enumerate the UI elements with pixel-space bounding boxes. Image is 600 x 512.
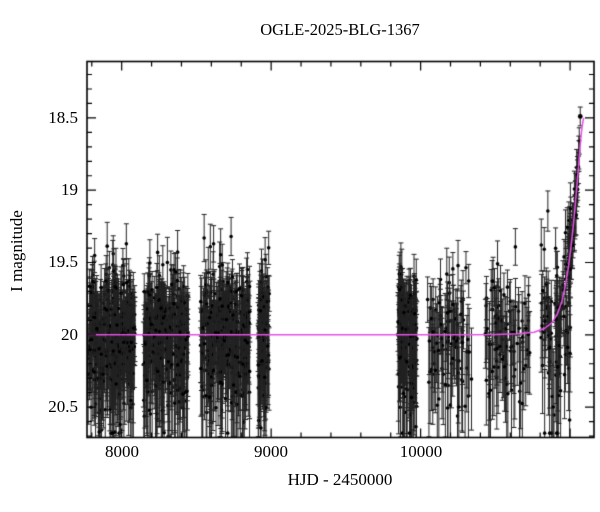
y-tick-label: 20.5 (48, 397, 78, 416)
x-tick-label: 9000 (254, 442, 288, 461)
x-tick-label: 8000 (105, 442, 139, 461)
x-tick-label: 10000 (399, 442, 443, 461)
x-axis-label: HJD - 2450000 (287, 470, 393, 489)
y-tick-label: 19.5 (48, 252, 78, 271)
y-tick-label: 19 (61, 180, 78, 199)
y-axis-label: I magnitude (7, 210, 26, 292)
y-tick-label: 18.5 (48, 108, 78, 127)
chart-title: OGLE-2025-BLG-1367 (260, 20, 420, 39)
y-tick-label: 20 (61, 325, 78, 344)
